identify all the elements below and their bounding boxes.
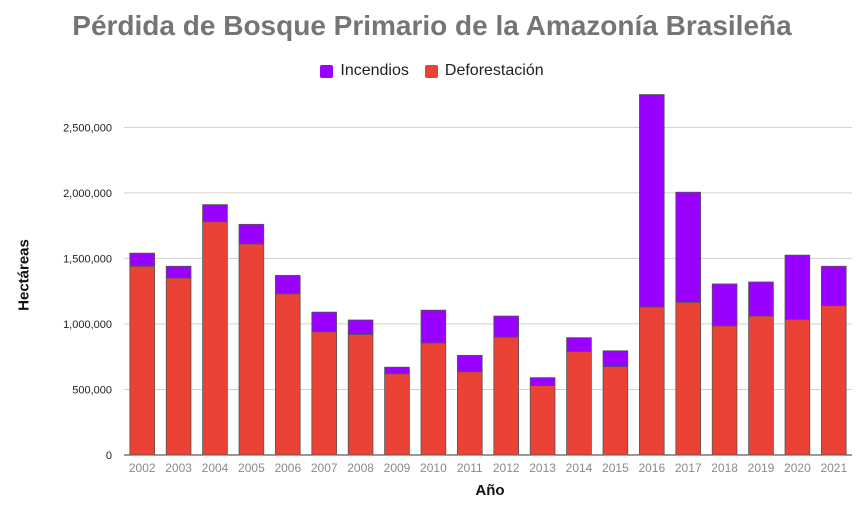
x-tick-label: 2006 — [274, 461, 301, 475]
x-tick-label: 2008 — [347, 461, 374, 475]
bar-incendios — [275, 275, 301, 295]
chart-title: Pérdida de Bosque Primario de la Amazoní… — [72, 10, 792, 41]
y-tick-label: 0 — [106, 450, 112, 462]
bar-deforestacion — [529, 385, 556, 456]
bar-incendios — [311, 311, 337, 333]
bar-incendios — [238, 223, 265, 245]
x-tick-label: 2005 — [238, 461, 265, 475]
bar-deforestacion — [311, 331, 337, 456]
bar-incendios — [602, 350, 629, 367]
bar-incendios — [784, 254, 811, 320]
bar-deforestacion — [202, 221, 228, 456]
x-tick-label: 2016 — [638, 461, 665, 475]
bar-deforestacion — [420, 342, 447, 456]
legend-swatch-deforestacion — [424, 64, 438, 78]
bar-incendios — [639, 94, 665, 308]
x-tick-label: 2021 — [820, 461, 847, 475]
bar-deforestacion — [784, 318, 811, 456]
x-tick-label: 2003 — [165, 461, 192, 475]
x-tick-label: 2019 — [748, 461, 775, 475]
x-tick-label: 2007 — [311, 461, 338, 475]
y-tick-label: 2,500,000 — [63, 122, 112, 134]
y-tick-label: 500,000 — [72, 384, 112, 396]
bar-deforestacion — [602, 366, 629, 456]
bar-deforestacion — [384, 373, 410, 456]
bar-deforestacion — [275, 293, 301, 456]
bar-incendios — [457, 354, 483, 373]
bar-deforestacion — [493, 336, 519, 456]
y-tick-label: 1,000,000 — [63, 319, 112, 331]
x-tick-label: 2004 — [202, 461, 229, 475]
x-tick-label: 2015 — [602, 461, 629, 475]
bar-incendios — [711, 283, 738, 327]
x-tick-label: 2010 — [420, 461, 447, 475]
bar-incendios — [493, 315, 519, 338]
bar-incendios — [202, 204, 228, 223]
legend-label-deforestacion: Deforestación — [444, 62, 544, 79]
x-tick-label: 2014 — [566, 461, 593, 475]
bar-deforestacion — [821, 305, 847, 456]
bar-incendios — [165, 265, 192, 279]
bar-deforestacion — [457, 371, 483, 456]
bar-incendios — [529, 377, 556, 386]
x-tick-label: 2017 — [675, 461, 702, 475]
x-tick-label: 2012 — [493, 461, 520, 475]
legend: Incendios Deforestación — [0, 62, 864, 80]
bar-deforestacion — [748, 315, 774, 456]
bar-deforestacion — [566, 351, 592, 456]
bar-incendios — [129, 252, 155, 267]
legend-item-incendios[interactable]: Incendios — [320, 62, 409, 80]
bar-incendios — [821, 265, 847, 306]
legend-label-incendios: Incendios — [340, 62, 409, 79]
x-tick-label: 2013 — [529, 461, 556, 475]
bar-incendios — [384, 366, 410, 375]
x-tick-label: 2018 — [711, 461, 738, 475]
bar-deforestacion — [129, 265, 155, 456]
x-tick-label: 2020 — [784, 461, 811, 475]
bar-deforestacion — [639, 306, 665, 456]
bar-incendios — [748, 281, 774, 317]
bar-deforestacion — [711, 325, 738, 456]
y-axis-label: Hectáreas — [15, 239, 33, 311]
bar-deforestacion — [165, 277, 192, 456]
bar-incendios — [566, 337, 592, 352]
bar-deforestacion — [347, 334, 374, 456]
legend-item-deforestacion[interactable]: Deforestación — [424, 62, 544, 80]
y-tick-label: 1,500,000 — [63, 253, 112, 265]
y-tick-label: 2,000,000 — [63, 188, 112, 200]
bar-deforestacion — [238, 243, 265, 456]
x-axis-label: Año — [475, 482, 505, 499]
x-tick-label: 2011 — [457, 461, 483, 475]
x-tick-label: 2002 — [129, 461, 156, 475]
bar-deforestacion — [675, 301, 701, 456]
bar-incendios — [420, 309, 447, 344]
bar-incendios — [347, 319, 374, 335]
legend-swatch-incendios — [320, 64, 334, 78]
bar-incendios — [675, 191, 701, 303]
x-tick-label: 2009 — [384, 461, 411, 475]
